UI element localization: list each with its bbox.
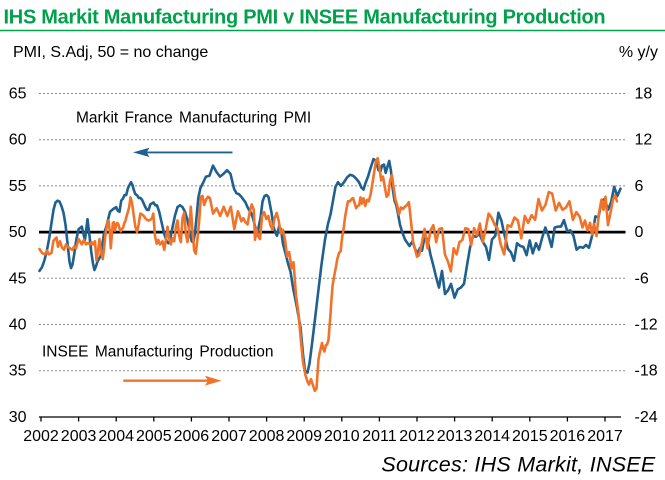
svg-text:60: 60 xyxy=(9,132,27,149)
svg-text:55: 55 xyxy=(9,178,27,195)
svg-text:2016: 2016 xyxy=(550,428,586,445)
svg-text:-12: -12 xyxy=(635,317,658,334)
svg-text:2009: 2009 xyxy=(286,428,322,445)
svg-text:2002: 2002 xyxy=(23,428,59,445)
svg-text:-18: -18 xyxy=(635,363,658,380)
svg-text:% y/y: % y/y xyxy=(619,44,658,61)
svg-text:40: 40 xyxy=(9,317,27,334)
svg-text:2006: 2006 xyxy=(174,428,210,445)
svg-text:12: 12 xyxy=(635,132,653,149)
svg-text:0: 0 xyxy=(635,224,644,241)
svg-text:2007: 2007 xyxy=(211,428,247,445)
svg-text:2011: 2011 xyxy=(362,428,397,445)
svg-text:2013: 2013 xyxy=(437,428,473,445)
svg-text:2005: 2005 xyxy=(136,428,172,445)
svg-text:45: 45 xyxy=(9,270,27,287)
svg-text:2003: 2003 xyxy=(61,428,97,445)
svg-text:INSEE Manufacturing Production: INSEE Manufacturing Production xyxy=(42,344,273,361)
svg-text:6: 6 xyxy=(635,178,644,195)
svg-text:65: 65 xyxy=(9,86,27,103)
svg-text:-24: -24 xyxy=(635,409,658,426)
svg-text:2017: 2017 xyxy=(587,428,623,445)
svg-text:35: 35 xyxy=(9,363,27,380)
svg-text:IHS Markit Manufacturing PMI v: IHS Markit Manufacturing PMI v INSEE Man… xyxy=(4,7,606,29)
svg-text:Sources: IHS Markit, INSEE: Sources: IHS Markit, INSEE xyxy=(381,453,656,477)
svg-text:2014: 2014 xyxy=(474,428,510,445)
svg-text:-6: -6 xyxy=(635,270,649,287)
svg-text:2004: 2004 xyxy=(98,428,134,445)
svg-text:2008: 2008 xyxy=(249,428,285,445)
svg-text:2015: 2015 xyxy=(512,428,548,445)
svg-text:PMI, S.Adj, 50 = no change: PMI, S.Adj, 50 = no change xyxy=(13,44,208,61)
svg-text:18: 18 xyxy=(635,86,653,103)
svg-text:30: 30 xyxy=(9,409,27,426)
svg-text:2010: 2010 xyxy=(324,428,360,445)
svg-text:50: 50 xyxy=(9,224,27,241)
svg-text:Markit France Manufacturing PM: Markit France Manufacturing PMI xyxy=(76,110,311,127)
svg-text:2012: 2012 xyxy=(399,428,435,445)
